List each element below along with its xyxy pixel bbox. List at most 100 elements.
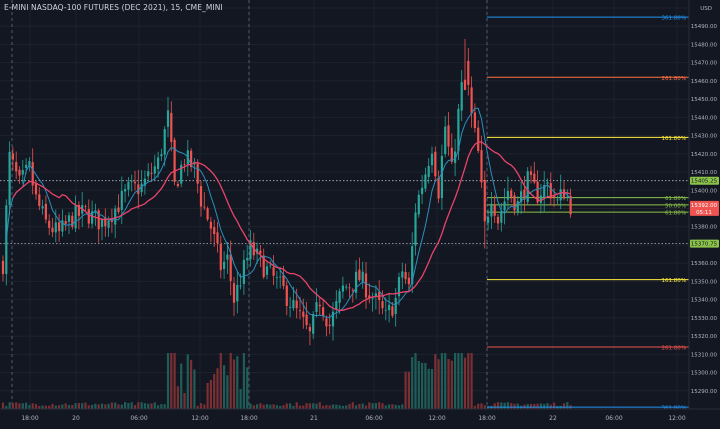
candle-body[interactable] [295,300,298,309]
candle-body[interactable] [229,254,232,281]
candle-body[interactable] [91,211,94,224]
candle-body[interactable] [150,173,153,174]
candle-body[interactable] [239,285,242,287]
candle-body[interactable] [562,189,566,199]
candle-body[interactable] [147,171,150,177]
candle-body[interactable] [559,189,562,201]
candle-body[interactable] [338,291,341,303]
candle-body[interactable] [374,293,377,297]
candle-body[interactable] [500,211,503,223]
candle-body[interactable] [265,266,269,275]
candle-body[interactable] [397,277,401,297]
candle-body[interactable] [388,304,391,311]
candle-body[interactable] [223,261,226,269]
candle-body[interactable] [345,286,348,288]
candle-body[interactable] [355,271,358,293]
candle-body[interactable] [520,191,523,203]
candle-body[interactable] [203,206,206,208]
candle-body[interactable] [84,206,87,208]
candle-body[interactable] [391,306,394,316]
candle-body[interactable] [381,301,384,309]
candle-body[interactable] [569,195,572,215]
candle-body[interactable] [176,183,179,187]
candle-body[interactable] [285,285,288,306]
candle-body[interactable] [529,171,533,175]
candle-body[interactable] [341,285,344,292]
candle-body[interactable] [308,326,311,332]
candle-body[interactable] [454,151,457,163]
candle-body[interactable] [137,184,140,195]
candle-body[interactable] [496,216,500,224]
candle-body[interactable] [411,246,414,284]
candle-body[interactable] [67,215,71,222]
candle-body[interactable] [8,151,11,206]
candle-body[interactable] [107,220,110,228]
candle-body[interactable] [434,151,437,177]
candle-body[interactable] [543,184,546,198]
candle-body[interactable] [401,271,404,278]
candle-body[interactable] [503,201,506,211]
candle-body[interactable] [163,129,166,155]
candle-body[interactable] [421,187,424,195]
candle-body[interactable] [272,267,275,276]
candle-body[interactable] [249,240,252,260]
candle-body[interactable] [371,297,374,299]
candle-body[interactable] [15,162,18,172]
candle-body[interactable] [206,208,209,220]
candle-body[interactable] [358,269,361,280]
candle-body[interactable] [556,199,559,201]
candle-body[interactable] [490,203,493,217]
candle-body[interactable] [302,311,305,317]
candle-body[interactable] [427,165,430,177]
candle-body[interactable] [54,222,57,233]
candle-body[interactable] [74,205,77,229]
candle-body[interactable] [328,324,331,326]
candle-body[interactable] [305,314,308,326]
candle-body[interactable] [216,232,219,244]
candle-body[interactable] [450,147,453,162]
candle-body[interactable] [199,186,203,207]
candle-body[interactable] [440,156,443,199]
candle-body[interactable] [510,190,513,198]
candle-body[interactable] [566,196,569,198]
candle-body[interactable] [209,221,212,229]
candle-body[interactable] [394,297,397,315]
candle-body[interactable] [516,201,519,212]
candle-body[interactable] [170,112,173,142]
candle-body[interactable] [407,277,410,285]
candle-body[interactable] [348,287,351,289]
candle-body[interactable] [1,260,5,275]
candle-body[interactable] [424,174,427,189]
candle-body[interactable] [536,181,539,203]
candle-body[interactable] [232,283,236,303]
candle-body[interactable] [325,318,328,327]
candle-body[interactable] [480,150,483,183]
candle-body[interactable] [213,227,216,235]
candle-body[interactable] [71,215,74,227]
candle-body[interactable] [312,313,315,334]
candle-body[interactable] [417,194,420,215]
candle-body[interactable] [463,79,467,91]
candle-body[interactable] [87,209,90,224]
candle-body[interactable] [262,255,265,278]
candle-body[interactable] [114,208,117,225]
candle-body[interactable] [368,295,371,298]
candle-body[interactable] [364,273,368,298]
candle-body[interactable] [242,259,245,284]
candle-body[interactable] [11,153,14,160]
candle-body[interactable] [61,220,64,232]
candle-body[interactable] [331,311,335,327]
candle-body[interactable] [447,125,450,147]
candle-body[interactable] [143,178,146,186]
candle-body[interactable] [444,126,447,155]
candle-body[interactable] [467,60,470,85]
candle-body[interactable] [226,254,229,260]
candle-body[interactable] [31,162,34,186]
candle-body[interactable] [335,301,338,310]
candle-body[interactable] [64,221,67,224]
candle-body[interactable] [553,195,556,198]
candle-body[interactable] [487,216,490,223]
candle-body[interactable] [120,191,123,211]
candle-body[interactable] [460,82,463,111]
